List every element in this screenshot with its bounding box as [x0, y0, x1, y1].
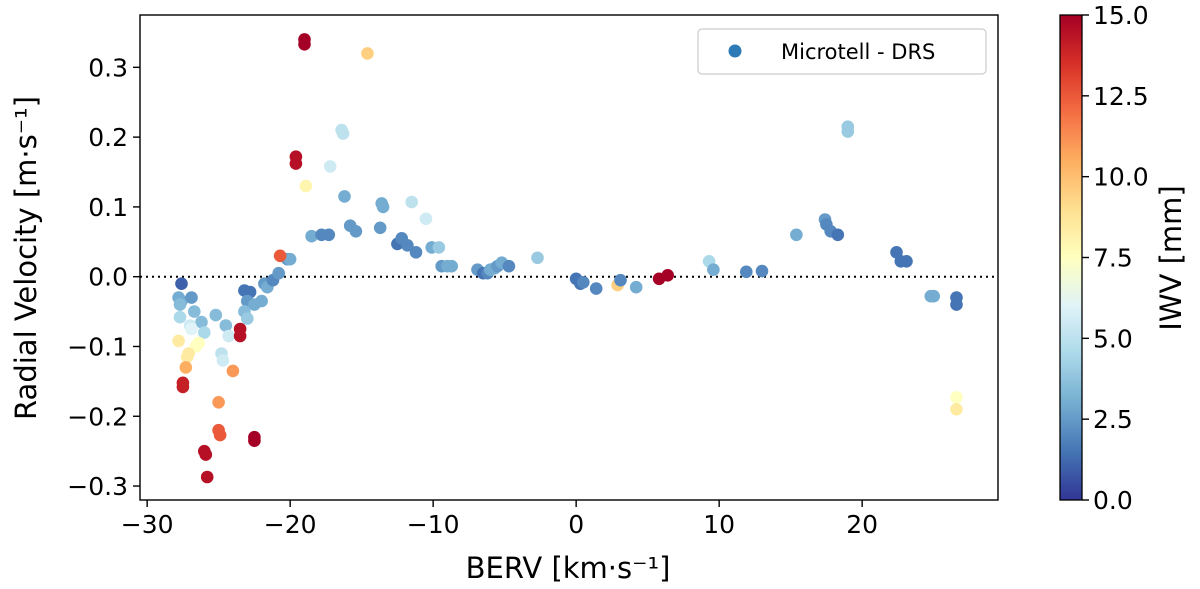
colorbar-tick-label: 0.0	[1093, 486, 1133, 515]
colorbar-tick-label: 5.0	[1093, 324, 1133, 353]
data-point	[361, 47, 374, 60]
data-point	[629, 280, 643, 294]
data-point	[950, 403, 963, 416]
data-point	[216, 354, 230, 367]
colorbar-tick-label: 7.5	[1093, 244, 1133, 273]
data-point	[226, 364, 240, 378]
data-point	[195, 315, 208, 329]
data-point	[841, 125, 855, 138]
data-point	[338, 190, 351, 203]
data-point	[299, 179, 313, 193]
y-tick-label: −0.3	[67, 472, 128, 501]
data-point	[241, 312, 254, 325]
data-point	[707, 263, 720, 277]
data-point	[401, 239, 414, 252]
data-point	[273, 249, 287, 263]
x-tick-label: −10	[407, 510, 460, 539]
data-point	[740, 265, 753, 279]
data-point	[200, 470, 214, 484]
data-point	[445, 259, 459, 273]
axes: −30 −20 −10 0 10 20 −0.3 −0.2 −0.1 0.0 0.1 0.2 0.3	[67, 14, 999, 539]
data-point	[219, 319, 233, 332]
y-axis-label: Radial Velocity [m·s⁻¹]	[9, 96, 43, 420]
y-tick-label: 0.1	[88, 193, 128, 222]
colorbar-tick-label: 10.0	[1093, 163, 1149, 192]
data-point	[502, 259, 516, 273]
data-point	[185, 322, 198, 336]
data-point	[322, 228, 336, 242]
data-point	[305, 229, 318, 243]
data-point	[323, 160, 337, 173]
data-point	[172, 334, 185, 348]
data-point	[831, 228, 845, 242]
x-axis-label: BERV [km·s⁻¹]	[466, 551, 671, 585]
legend-label: Microtell - DRS	[781, 40, 935, 64]
data-point	[175, 277, 188, 291]
data-point	[176, 380, 190, 394]
data-point	[373, 221, 387, 235]
colorbar: 0.0 2.5 5.0 7.5 10.0 12.5 15.0	[1059, 1, 1149, 515]
data-point	[173, 310, 187, 324]
scatter-points	[172, 33, 963, 484]
data-point	[336, 127, 350, 140]
data-point	[272, 266, 286, 280]
legend: Microtell - DRS	[697, 28, 987, 75]
data-point	[248, 434, 261, 448]
data-point	[531, 251, 544, 265]
colorbar-tick-label: 15.0	[1093, 1, 1149, 30]
legend-marker	[728, 44, 742, 58]
data-point	[198, 326, 211, 339]
plot-frame	[139, 14, 999, 501]
data-point	[213, 428, 227, 442]
data-point	[349, 225, 363, 238]
data-point	[255, 294, 268, 308]
colorbar-label: IWV [mm]	[1154, 185, 1188, 330]
data-point	[661, 269, 674, 282]
data-point	[432, 241, 446, 254]
data-point	[179, 361, 193, 374]
data-point	[755, 264, 769, 278]
colorbar-tick-label: 2.5	[1093, 405, 1133, 434]
data-point	[405, 195, 419, 209]
data-point	[950, 298, 963, 311]
data-point	[577, 276, 590, 289]
x-tick-label: 0	[568, 510, 584, 539]
data-point	[173, 298, 187, 311]
x-tick-label: −20	[264, 510, 317, 539]
data-point	[900, 254, 913, 268]
data-point	[790, 228, 803, 242]
data-point	[209, 308, 223, 322]
data-point	[376, 200, 390, 214]
data-point	[199, 448, 213, 461]
data-point	[289, 157, 303, 170]
colorbar-gradient	[1059, 14, 1083, 501]
y-tick-label: 0.3	[88, 53, 128, 82]
x-tick-label: 20	[846, 510, 878, 539]
data-point	[614, 273, 627, 287]
y-tick-label: 0.0	[88, 263, 128, 292]
data-point	[950, 391, 963, 404]
legend-frame	[697, 28, 987, 75]
data-point	[185, 291, 198, 304]
data-point	[283, 252, 297, 266]
data-point	[233, 329, 247, 343]
data-point	[212, 396, 225, 409]
data-point	[927, 289, 940, 303]
x-tick-label: 10	[703, 510, 735, 539]
y-tick-label: 0.2	[88, 123, 128, 152]
data-point	[188, 305, 201, 318]
data-point	[589, 282, 603, 295]
data-point	[409, 246, 423, 259]
data-point	[419, 212, 433, 226]
data-point	[298, 38, 311, 51]
colorbar-tick-label: 12.5	[1093, 82, 1149, 111]
data-point	[180, 350, 194, 364]
y-tick-label: −0.1	[67, 332, 128, 361]
data-point	[222, 329, 235, 343]
x-tick-label: −30	[121, 510, 174, 539]
y-tick-label: −0.2	[67, 402, 128, 431]
